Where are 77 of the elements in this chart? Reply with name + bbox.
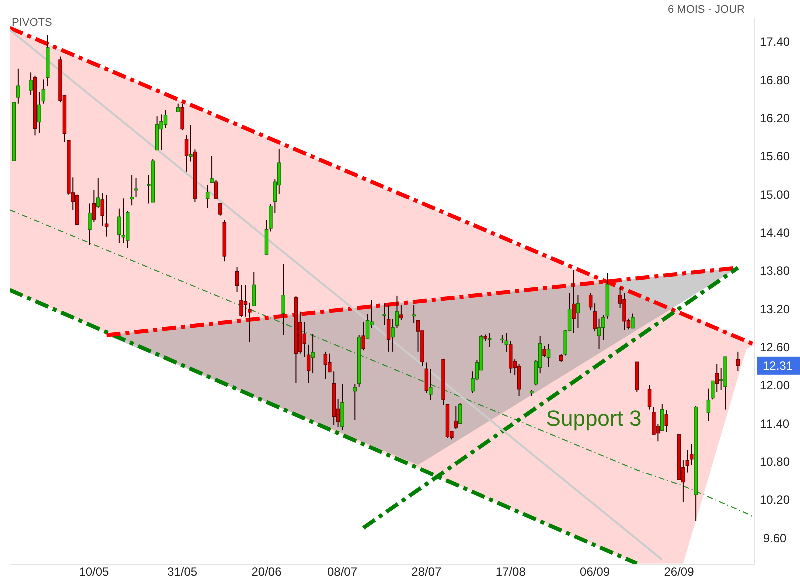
y-tick-label: 16.80 [760, 73, 790, 88]
candlestick [324, 351, 328, 380]
x-tick-label: 06/09 [580, 565, 610, 579]
x-tick-label: 31/05 [168, 565, 198, 579]
candlestick [542, 346, 546, 358]
y-tick-label: 16.20 [760, 111, 790, 126]
candlestick [38, 92, 42, 134]
candlestick [488, 332, 492, 348]
x-tick-label: 26/09 [664, 565, 695, 579]
candlestick [648, 384, 652, 410]
x-tick-label: 08/07 [328, 565, 358, 579]
candlestick [458, 402, 462, 424]
candlestick [508, 340, 513, 374]
candlestick [517, 364, 522, 397]
y-tick-label: 15.00 [760, 188, 790, 202]
annotation: PIVOTS [12, 17, 52, 29]
candlestick [235, 266, 240, 293]
candlestick [546, 344, 551, 368]
y-tick-label: 12.00 [760, 378, 790, 393]
y-tick-label: 10.20 [760, 493, 790, 508]
candlestick [92, 190, 96, 223]
candlestick [736, 351, 740, 372]
candlestick [576, 294, 580, 329]
candlestick [130, 174, 134, 206]
candlestick [164, 110, 168, 129]
candlestick [366, 314, 370, 340]
x-tick-label: 10/05 [79, 565, 110, 579]
y-tick-label: 15.60 [760, 150, 790, 164]
candlestick [206, 184, 210, 209]
candlestick [218, 203, 222, 216]
candlestick [597, 318, 602, 350]
candlestick [240, 284, 244, 318]
annotation: 12.31 [762, 358, 794, 373]
candlestick [382, 303, 386, 326]
candlestick [214, 180, 218, 200]
y-tick-label: 9.60 [763, 531, 787, 546]
candlestick [412, 304, 416, 324]
y-tick-label: 12.60 [760, 340, 790, 354]
x-tick-label: 20/06 [252, 565, 282, 579]
candlestick [572, 270, 576, 334]
x-tick-label: 17/08 [496, 565, 526, 579]
candlestick [29, 72, 33, 96]
y-tick-label: 11.40 [760, 416, 790, 431]
candlestick [660, 404, 664, 432]
line-series [10, 210, 755, 518]
candlestick [690, 444, 694, 466]
candlestick [454, 405, 458, 430]
candlestick [180, 103, 184, 132]
candlestick [631, 313, 635, 329]
candlestick [282, 264, 286, 336]
candlestick [160, 114, 164, 151]
candlestick [504, 332, 509, 352]
y-tick-label: 14.40 [760, 226, 790, 240]
y-tick-label: 13.80 [760, 264, 790, 278]
candlestick [184, 134, 189, 172]
candlestick [706, 388, 711, 422]
candlestick [210, 156, 214, 184]
candlestick [42, 79, 46, 104]
candlestick [424, 362, 429, 394]
y-tick-label: 13.20 [760, 302, 790, 316]
y-tick-label: 10.80 [760, 454, 790, 469]
annotation: Support 3 [546, 406, 642, 431]
candlestick [122, 198, 126, 244]
candlestick [386, 304, 391, 352]
candlestick [104, 194, 109, 238]
candlestick [429, 368, 433, 401]
candlestick [302, 322, 307, 358]
text: 6 MOIS - JOUR [668, 4, 746, 16]
candlestick [353, 384, 358, 420]
candlestick [400, 304, 404, 321]
candlestick [16, 68, 20, 104]
x-tick-label: 28/07 [412, 565, 442, 579]
candlestick [715, 364, 719, 392]
y-tick-label: 17.40 [760, 35, 790, 50]
candlestick [248, 302, 252, 343]
candlestick [664, 410, 668, 433]
candlestick [306, 344, 311, 384]
